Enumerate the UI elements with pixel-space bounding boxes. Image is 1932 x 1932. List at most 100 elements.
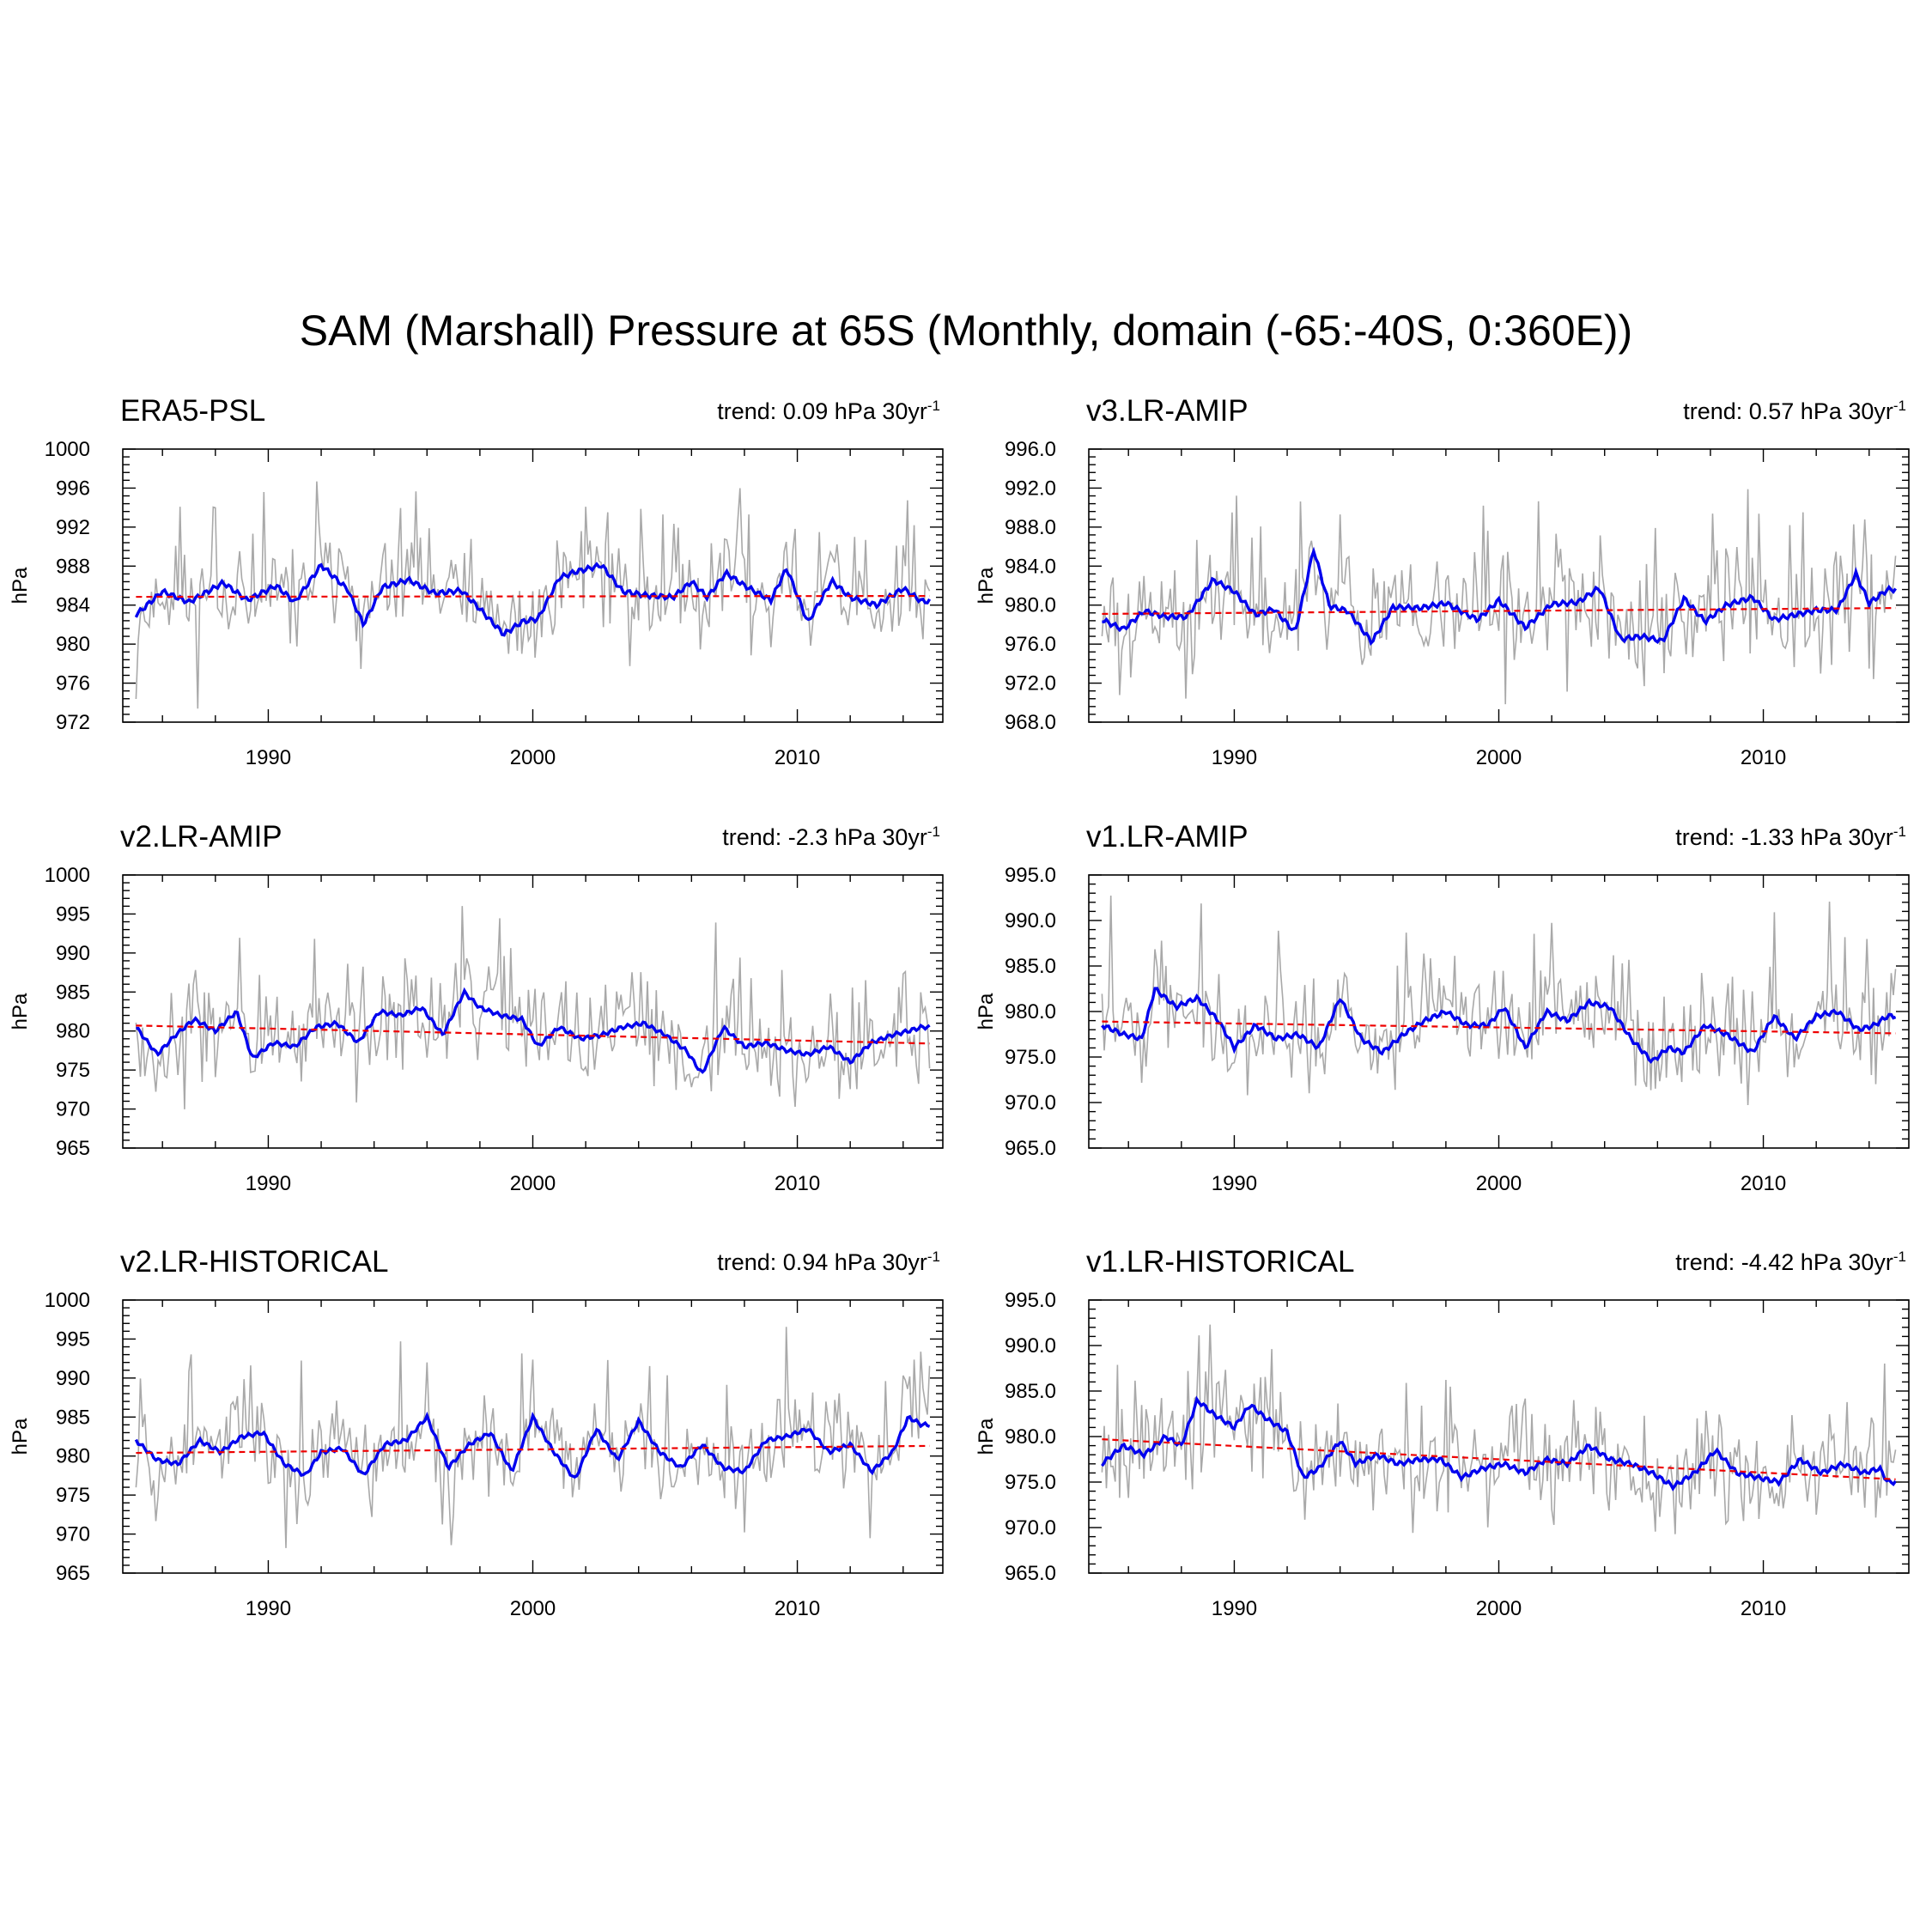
x-tick-label: 2000 — [510, 1597, 556, 1620]
y-axis-label: hPa — [975, 567, 998, 604]
x-tick-label: 1990 — [1212, 746, 1257, 769]
trend-label: trend: -1.33 hPa 30yr-1 — [1675, 823, 1906, 851]
plot-frame — [122, 448, 944, 723]
plot-frame — [1088, 448, 1910, 723]
trend-line — [136, 594, 930, 598]
trend-text: trend: -4.42 hPa 30yr — [1675, 1249, 1893, 1275]
smoothed-series — [1101, 987, 1897, 1064]
trend-text: trend: 0.57 hPa 30yr — [1683, 398, 1893, 424]
x-tick-label: 2010 — [1741, 746, 1786, 769]
chart-svg: 1990 2000 2010 965 970 975 980 985 990 995 1000 hPa — [9, 864, 944, 1195]
panel-v1-lr-historical: v1.LR-HISTORICAL trend: -4.42 hPa 30yr-1… — [966, 1242, 1932, 1668]
x-tick-label: 2010 — [1741, 1597, 1786, 1620]
y-tick-label: 980 — [56, 633, 90, 656]
x-tick-label: 2000 — [1476, 1172, 1522, 1195]
trend-text: trend: -1.33 hPa 30yr — [1675, 824, 1893, 850]
y-tick-label: 984.0 — [1005, 555, 1056, 578]
trend-text: trend: -2.3 hPa 30yr — [722, 824, 927, 850]
trend-line — [136, 1444, 930, 1455]
x-tick-label: 2010 — [775, 1172, 820, 1195]
plot-area — [134, 481, 932, 709]
y-tick-label: 980.0 — [1005, 1425, 1056, 1449]
plot-frame — [1088, 1299, 1910, 1574]
plot-area — [134, 1327, 931, 1548]
trend-text: trend: 0.94 hPa 30yr — [717, 1249, 927, 1275]
y-tick-label: 995 — [56, 902, 90, 926]
y-tick-label: 996.0 — [1005, 438, 1056, 461]
trend-exponent: -1 — [927, 398, 940, 414]
x-tick-label: 1990 — [1212, 1597, 1257, 1620]
x-tick-label: 2010 — [1741, 1172, 1786, 1195]
chart-svg: 1990 2000 2010 965.0 970.0 975.0 980.0 985.0 990… — [975, 1289, 1910, 1620]
panel-v2-lr-amip: v2.LR-AMIP trend: -2.3 hPa 30yr-1 1990 20… — [0, 817, 966, 1242]
trend-line — [136, 1024, 930, 1045]
trend-label: trend: 0.94 hPa 30yr-1 — [717, 1249, 940, 1276]
y-tick-label: 992 — [56, 516, 90, 539]
y-tick-label: 992.0 — [1005, 477, 1056, 500]
panel-title: v2.LR-HISTORICAL — [120, 1245, 389, 1279]
y-tick-label: 1000 — [45, 864, 90, 887]
panel-v2-lr-historical: v2.LR-HISTORICAL trend: 0.94 hPa 30yr-1 … — [0, 1242, 966, 1668]
x-tick-label: 2010 — [775, 1597, 820, 1620]
y-tick-label: 965 — [56, 1137, 90, 1160]
panel-era5-psl: ERA5-PSL trend: 0.09 hPa 30yr-1 1990 2000… — [0, 391, 966, 817]
y-tick-label: 975 — [56, 1484, 90, 1507]
y-tick-label: 984 — [56, 594, 90, 617]
y-tick-label: 980.0 — [1005, 594, 1056, 617]
x-tick-label: 2000 — [510, 746, 556, 769]
y-axis-label: hPa — [9, 993, 32, 1030]
y-tick-label: 970 — [56, 1523, 90, 1546]
trend-exponent: -1 — [927, 823, 940, 840]
x-tick-label: 1990 — [246, 746, 291, 769]
trend-line — [1102, 607, 1896, 616]
panel-title: v1.LR-HISTORICAL — [1086, 1245, 1355, 1279]
x-tick-label: 1990 — [246, 1172, 291, 1195]
x-tick-label: 2000 — [510, 1172, 556, 1195]
smoothed-series — [1102, 546, 1898, 647]
y-tick-label: 975.0 — [1005, 1471, 1056, 1494]
y-tick-label: 985.0 — [1005, 955, 1056, 978]
raw-monthly-series — [1101, 895, 1897, 1106]
y-tick-label: 990 — [56, 942, 90, 965]
chart-svg: 1990 2000 2010 965 970 975 980 985 990 995 1000 hPa — [9, 1289, 944, 1620]
trend-label: trend: -4.42 hPa 30yr-1 — [1675, 1249, 1906, 1276]
y-axis-label: hPa — [9, 1418, 32, 1455]
smoothed-series — [134, 1411, 931, 1479]
raw-monthly-series — [1101, 1324, 1897, 1534]
y-tick-label: 970.0 — [1005, 1516, 1056, 1540]
y-axis-label: hPa — [9, 567, 32, 604]
trend-exponent: -1 — [1893, 1249, 1906, 1265]
raw-monthly-series — [135, 481, 931, 709]
y-tick-label: 972.0 — [1005, 672, 1056, 696]
y-tick-label: 1000 — [45, 1289, 90, 1312]
y-tick-label: 965.0 — [1005, 1562, 1056, 1585]
plot-area — [135, 906, 931, 1109]
y-tick-label: 980.0 — [1005, 1000, 1056, 1024]
trend-exponent: -1 — [927, 1249, 940, 1265]
y-tick-label: 980 — [56, 1020, 90, 1043]
panel-title: v1.LR-AMIP — [1086, 820, 1249, 854]
figure-title: SAM (Marshall) Pressure at 65S (Monthly,… — [299, 307, 1633, 355]
y-tick-label: 970 — [56, 1098, 90, 1121]
y-tick-label: 970.0 — [1005, 1091, 1056, 1115]
y-tick-label: 988.0 — [1005, 516, 1056, 539]
x-tick-label: 1990 — [246, 1597, 291, 1620]
chart-svg: 1990 2000 2010 968.0 972.0 976.0 980.0 984.0 988… — [975, 438, 1910, 769]
plot-area — [1101, 489, 1898, 705]
y-tick-label: 985 — [56, 1406, 90, 1429]
smoothed-series — [1101, 1395, 1897, 1492]
x-tick-label: 2000 — [1476, 1597, 1522, 1620]
y-tick-label: 976 — [56, 672, 90, 696]
panel-v1-lr-amip: v1.LR-AMIP trend: -1.33 hPa 30yr-1 1990 2… — [966, 817, 1932, 1242]
smoothed-series — [136, 987, 931, 1074]
y-tick-label: 975 — [56, 1059, 90, 1082]
y-tick-label: 968.0 — [1005, 711, 1056, 734]
y-tick-label: 990.0 — [1005, 1334, 1056, 1358]
plot-area — [1101, 1324, 1897, 1534]
y-tick-label: 995.0 — [1005, 864, 1056, 887]
y-tick-label: 995 — [56, 1327, 90, 1351]
y-tick-label: 996 — [56, 477, 90, 500]
y-tick-label: 965 — [56, 1562, 90, 1585]
trend-label: trend: 0.09 hPa 30yr-1 — [717, 398, 940, 425]
x-tick-label: 2010 — [775, 746, 820, 769]
